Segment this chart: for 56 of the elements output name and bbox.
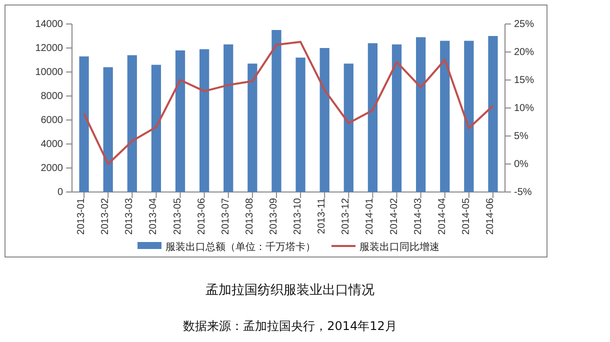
y2-tick-label: 5% — [514, 131, 529, 142]
line-series — [83, 40, 494, 165]
x-tick-label: 2013-12 — [340, 198, 352, 235]
x-tick-label: 2013-10 — [292, 198, 304, 235]
text: 孟加拉国纺织服装业出口情况 — [206, 283, 374, 298]
y2-tick-label: 20% — [514, 47, 534, 58]
x-tick-label: 2014-03 — [412, 198, 424, 235]
y2-tick-label: 0% — [514, 159, 529, 170]
bar — [296, 58, 306, 192]
y-tick-label: 10000 — [35, 67, 64, 78]
x-tick-label: 2013-02 — [100, 198, 112, 235]
x-tick-label: 2014-01 — [364, 198, 376, 235]
y-tick-label: 0 — [57, 187, 64, 198]
x-tick-label: 2014-02 — [388, 198, 400, 235]
y2-tick-label: -5% — [514, 187, 532, 198]
bar — [344, 64, 354, 192]
bar — [368, 43, 378, 192]
bar — [320, 48, 330, 192]
bar — [464, 40, 474, 192]
bar — [103, 67, 113, 192]
source-note: 数据来源：孟加拉国央行，2014年12月 — [183, 319, 397, 333]
x-tick-label: 2013-05 — [172, 198, 184, 235]
x-tick-label: 2013-08 — [244, 198, 256, 235]
bar — [392, 44, 402, 192]
bar — [248, 64, 258, 192]
y-tick-label: 2000 — [40, 163, 64, 174]
x-tick-label: 2013-01 — [76, 198, 88, 235]
x-tick-label: 2013-11 — [316, 198, 328, 234]
bar — [416, 37, 426, 192]
x-tick-label: 2013-06 — [196, 198, 208, 235]
y2-tick-label: 15% — [514, 75, 534, 86]
x-tick-label: 2013-09 — [268, 198, 280, 235]
y-tick-label: 8000 — [40, 91, 64, 102]
bar — [272, 30, 282, 192]
bar — [79, 56, 89, 192]
bar — [224, 44, 234, 192]
bar — [199, 49, 210, 192]
y2-tick-label: 25% — [514, 19, 534, 30]
y-tick-label: 12000 — [35, 43, 64, 54]
bar — [440, 40, 450, 192]
bar — [151, 64, 162, 192]
bar — [488, 36, 498, 192]
legend-label: 服装出口同比增速 — [360, 241, 440, 253]
y-tick-label: 4000 — [40, 139, 64, 150]
y2-tick-label: 10% — [514, 103, 534, 114]
y-tick-label: 6000 — [40, 115, 64, 126]
bar — [175, 50, 186, 192]
x-tick-label: 2014-04 — [436, 198, 448, 235]
bar — [127, 55, 137, 192]
x-tick-label: 2013-04 — [148, 198, 160, 235]
y-tick-label: 14000 — [35, 19, 64, 30]
x-tick-label: 2014-05 — [460, 198, 472, 235]
x-tick-label: 2013-07 — [220, 198, 232, 235]
x-tick-label: 2014-06 — [484, 198, 496, 235]
legend-label: 服装出口总额（单位：千万塔卡） — [166, 241, 316, 253]
x-tick-label: 2013-03 — [124, 198, 136, 235]
